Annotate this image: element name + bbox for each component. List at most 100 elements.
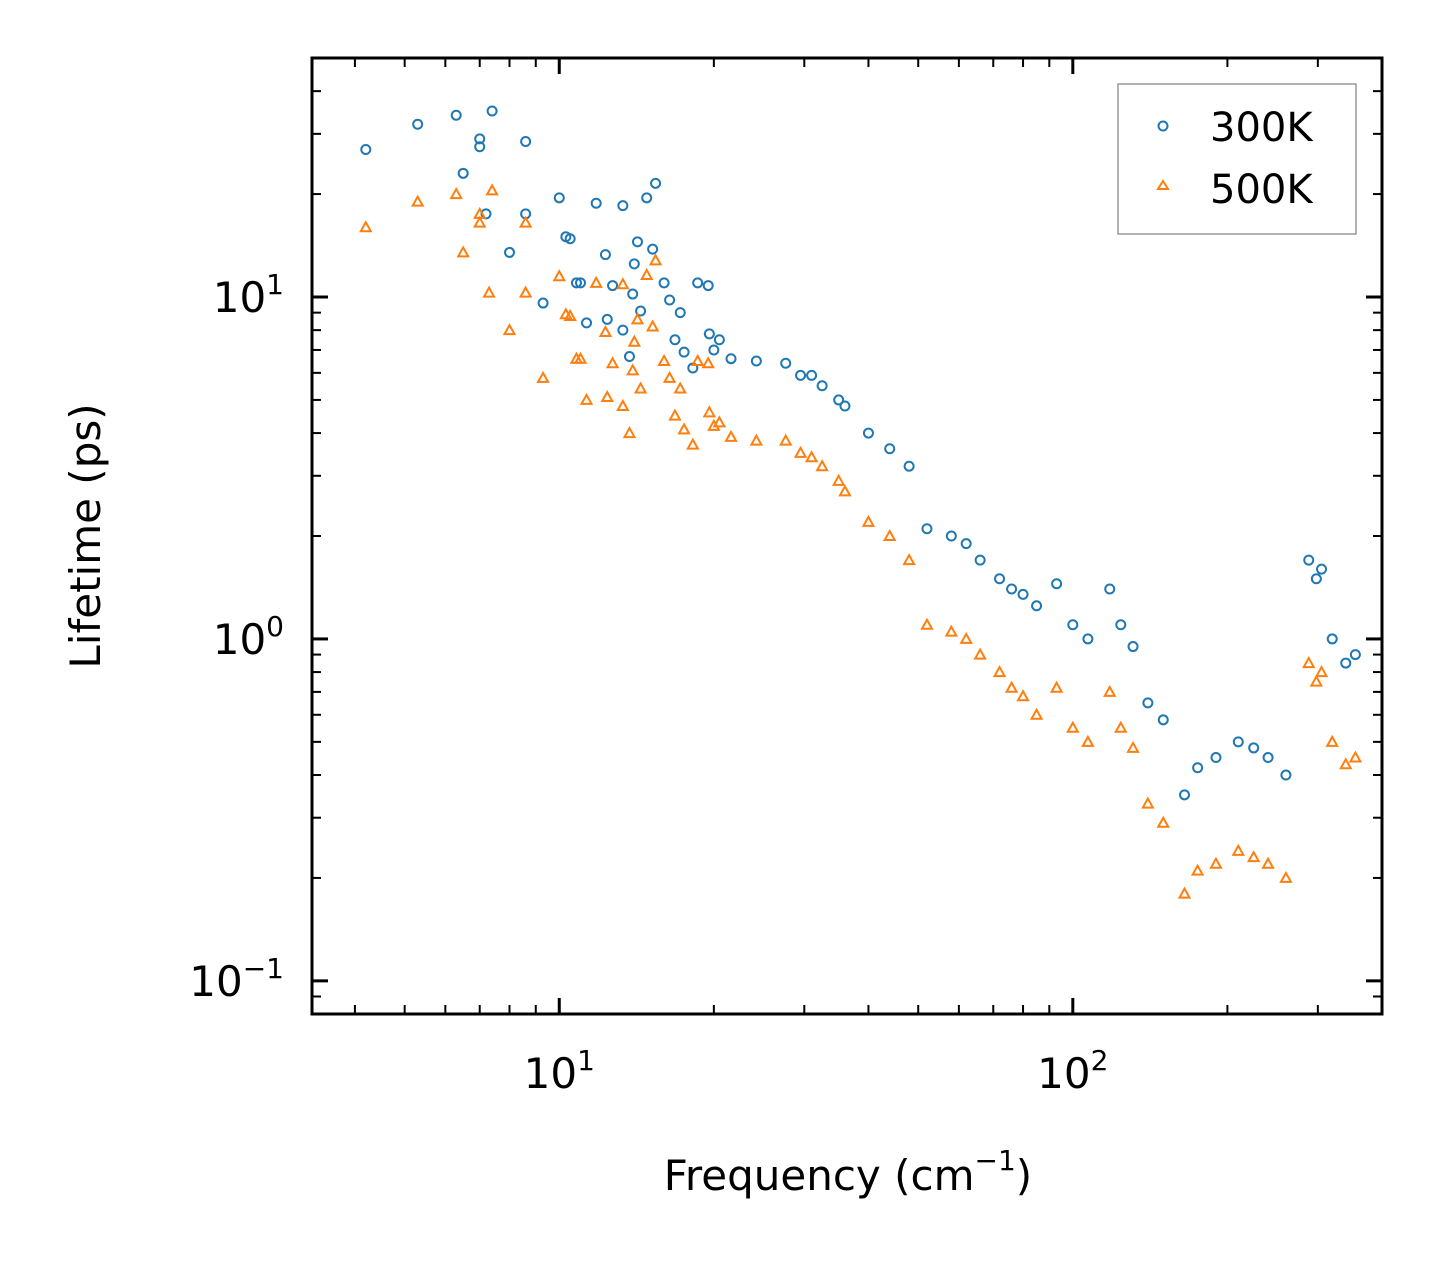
data-point-500K	[959, 631, 973, 644]
data-point-300K	[520, 135, 532, 147]
data-point-500K	[1309, 674, 1324, 687]
data-point-300K	[650, 177, 662, 189]
data-point-300K	[703, 328, 715, 340]
data-point-500K	[861, 514, 876, 527]
data-point-300K	[974, 554, 986, 566]
data-point-300K	[570, 277, 582, 289]
data-point-500K	[648, 253, 663, 266]
x-tick-label: 101	[524, 1044, 595, 1098]
data-point-500K	[1325, 734, 1339, 747]
data-point-500K	[630, 312, 645, 325]
legend: 300K 500K	[1117, 83, 1357, 235]
data-point-300K	[725, 353, 737, 365]
data-point-500K	[600, 389, 614, 402]
data-point-500K	[804, 450, 819, 463]
data-point-500K	[473, 206, 487, 219]
ticks-layer: 101 102 10−1 100 101	[189, 57, 1383, 1098]
data-point-300K	[921, 523, 933, 535]
data-point-300K	[994, 573, 1006, 585]
legend-label-500K: 500K	[1210, 167, 1314, 213]
data-point-500K	[944, 624, 959, 637]
series-300K	[360, 105, 1361, 801]
data-point-300K	[1067, 619, 1079, 631]
data-point-300K	[617, 324, 629, 336]
data-point-300K	[1310, 573, 1322, 585]
data-point-500K	[1302, 656, 1316, 669]
data-point-500K	[1081, 734, 1095, 747]
data-point-300K	[945, 530, 957, 542]
data-point-300K	[1326, 633, 1338, 645]
data-point-300K	[1104, 583, 1116, 595]
data-point-500K	[1029, 707, 1044, 720]
y-tick-label: 100	[213, 610, 284, 664]
data-point-500K	[627, 334, 642, 347]
data-point-300K	[702, 280, 714, 292]
data-point-500K	[1156, 815, 1170, 828]
points-layer	[359, 105, 1363, 899]
data-point-500K	[815, 459, 829, 472]
data-point-500K	[1314, 665, 1329, 678]
data-point-500K	[902, 553, 916, 566]
data-point-300K	[1349, 649, 1361, 661]
data-point-300K	[1316, 563, 1328, 575]
data-point-300K	[1280, 769, 1292, 781]
data-point-300K	[833, 394, 845, 406]
data-point-500K	[598, 324, 613, 338]
data-point-500K	[1348, 750, 1363, 763]
data-point-500K	[838, 484, 852, 497]
data-point-500K	[686, 437, 700, 450]
data-point-300K	[884, 443, 896, 455]
data-point-300K	[839, 400, 851, 412]
data-point-500K	[552, 269, 566, 282]
data-point-300K	[617, 200, 629, 212]
data-point-300K	[590, 197, 602, 209]
data-point-500K	[645, 319, 660, 332]
data-point-500K	[622, 426, 637, 439]
data-point-500K	[1190, 863, 1205, 876]
data-point-300K	[674, 307, 686, 319]
legend-marker-500K	[1156, 179, 1170, 190]
data-point-500K	[1066, 720, 1080, 733]
data-point-300K	[601, 313, 613, 325]
data-point-300K	[631, 236, 643, 248]
data-point-500K	[1209, 856, 1223, 869]
data-point-500K	[1141, 796, 1155, 809]
data-point-500K	[473, 215, 487, 228]
data-point-500K	[589, 275, 603, 288]
data-point-300K	[1127, 641, 1139, 653]
data-point-300K	[412, 118, 424, 130]
data-point-500K	[449, 187, 463, 200]
data-point-500K	[579, 392, 594, 405]
data-point-300K	[1157, 714, 1169, 726]
data-point-300K	[960, 538, 972, 550]
legend-marker-300K	[1157, 120, 1169, 132]
data-point-500K	[1103, 684, 1117, 697]
data-point-500K	[1177, 886, 1192, 899]
data-point-500K	[793, 445, 808, 458]
data-point-300K	[474, 133, 486, 145]
data-point-300K	[1115, 619, 1127, 631]
data-point-500K	[485, 183, 499, 196]
data-point-500K	[701, 356, 715, 369]
data-point-300K	[474, 141, 486, 153]
data-point-300K	[1006, 583, 1018, 595]
data-point-300K	[1142, 697, 1154, 709]
data-point-300K	[581, 317, 593, 329]
data-point-300K	[1232, 736, 1244, 748]
data-point-500K	[883, 528, 897, 541]
data-point-300K	[1017, 588, 1029, 600]
data-point-500K	[482, 285, 496, 298]
data-point-500K	[1049, 680, 1064, 693]
data-point-300K	[537, 297, 549, 309]
data-point-500K	[831, 473, 846, 486]
data-point-300K	[1031, 600, 1043, 612]
data-point-300K	[635, 305, 647, 317]
data-point-300K	[1082, 633, 1094, 645]
data-point-500K	[605, 356, 620, 369]
data-point-500K	[502, 323, 517, 336]
data-point-300K	[692, 277, 704, 289]
data-point-300K	[360, 144, 372, 156]
data-point-300K	[607, 280, 619, 292]
data-point-300K	[486, 105, 498, 117]
data-point-300K	[903, 460, 915, 472]
